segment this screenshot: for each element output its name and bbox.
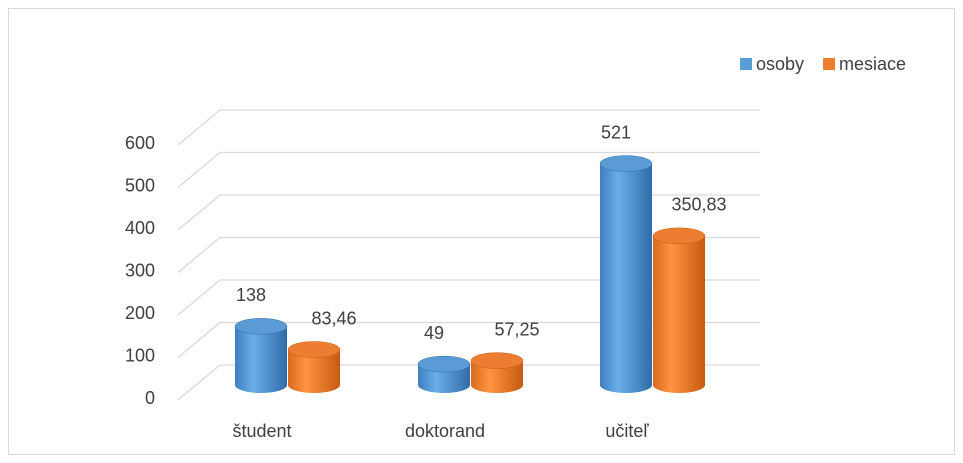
data-label: 521 — [601, 122, 631, 142]
bar-top — [234, 318, 288, 335]
legend-swatch — [823, 58, 836, 70]
bar — [288, 349, 340, 393]
grid-line — [177, 321, 760, 358]
grid-line — [177, 236, 760, 273]
data-label: 49 — [424, 323, 444, 343]
bar-top — [470, 352, 524, 369]
grid-line — [177, 364, 760, 401]
y-tick-label: 100 — [125, 345, 155, 365]
bar-top — [287, 341, 341, 358]
y-tick-label: 400 — [125, 218, 155, 238]
legend-swatch — [740, 58, 752, 70]
bar-top — [417, 355, 471, 373]
x-tick-label: študent — [232, 421, 291, 441]
x-tick-label: doktorand — [405, 421, 485, 441]
data-label: 83,46 — [311, 308, 356, 328]
y-tick-label: 600 — [125, 133, 155, 153]
bar — [235, 326, 287, 393]
bar — [653, 235, 705, 393]
data-label: 138 — [236, 285, 266, 305]
bar — [471, 360, 523, 393]
data-label: 57,25 — [494, 319, 539, 339]
grid-line — [177, 279, 760, 316]
x-tick-label: učiteľ — [605, 421, 649, 441]
y-tick-label: 200 — [125, 303, 155, 323]
y-tick-label: 0 — [145, 388, 155, 408]
y-tick-label: 300 — [125, 260, 155, 280]
legend-label: osoby — [756, 54, 804, 74]
y-tick-label: 500 — [125, 175, 155, 195]
legend-label: mesiace — [839, 54, 906, 74]
grid-line — [177, 151, 760, 188]
data-label: 350,83 — [671, 195, 726, 215]
bar-top — [652, 227, 706, 245]
bar-top — [599, 155, 653, 172]
bar — [600, 163, 652, 393]
grid-line — [177, 194, 760, 231]
grid-line — [177, 109, 760, 146]
bar — [418, 364, 470, 393]
